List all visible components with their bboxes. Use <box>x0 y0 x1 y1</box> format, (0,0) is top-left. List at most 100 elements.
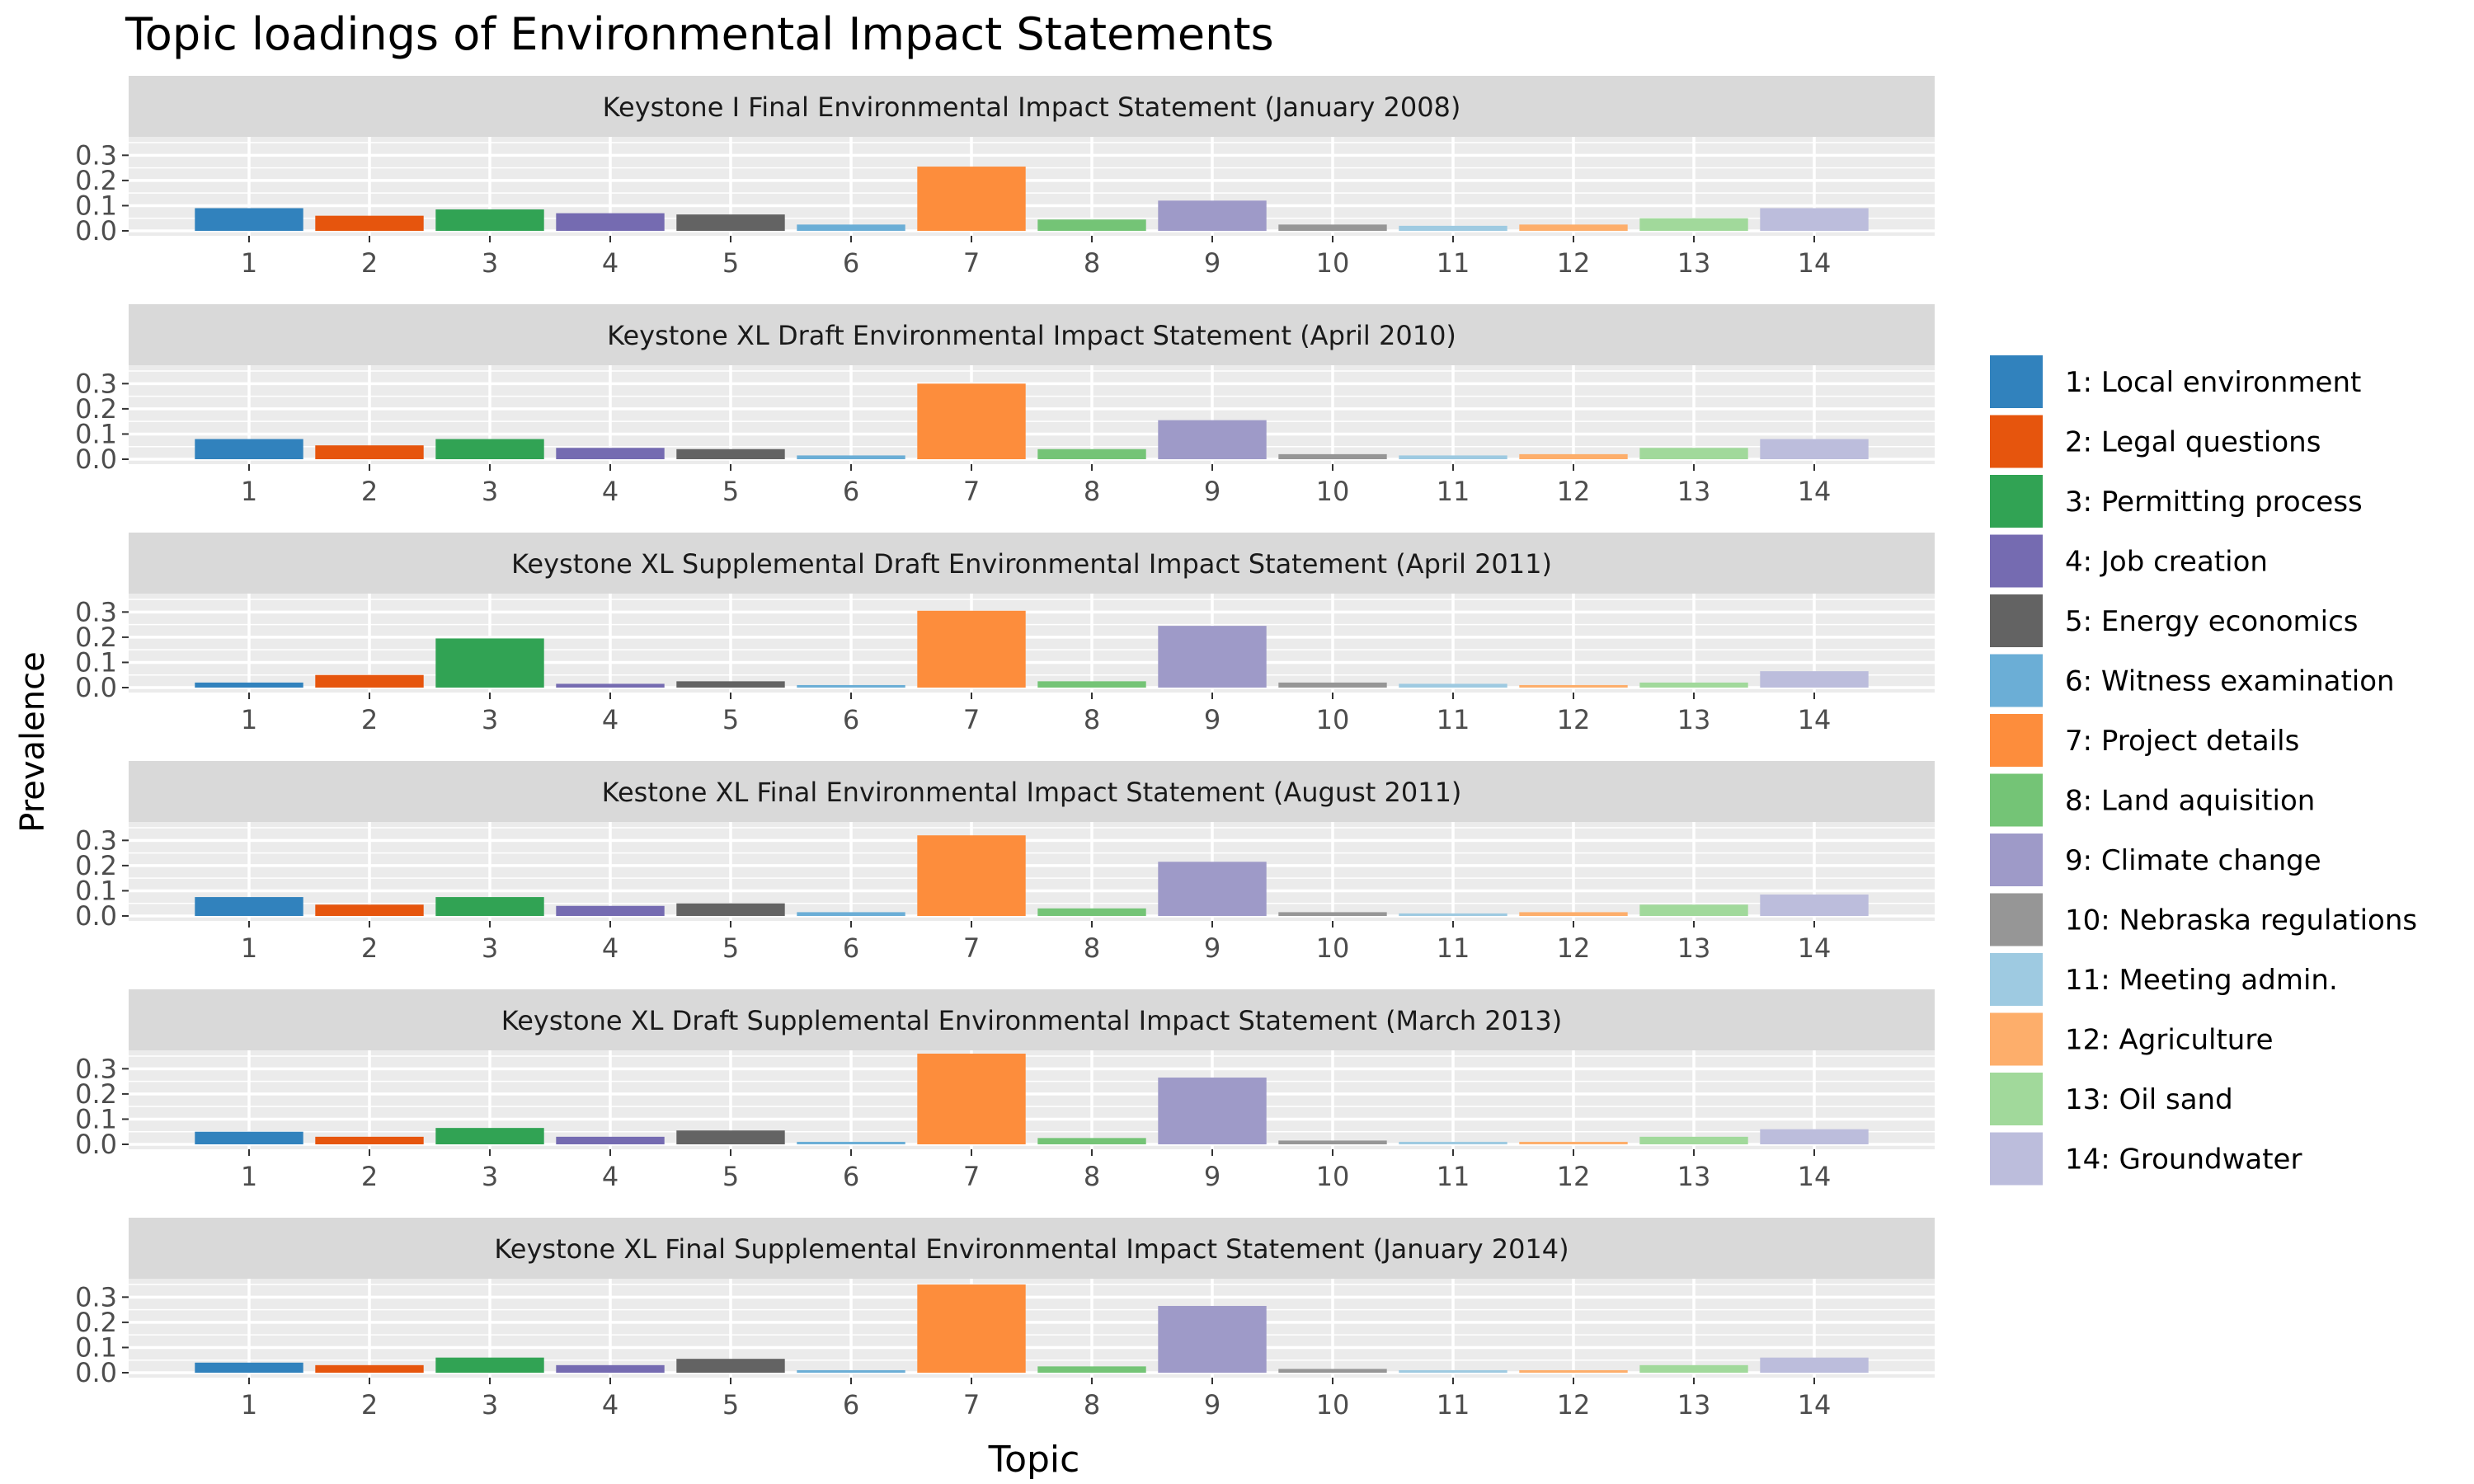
bar <box>435 1128 544 1144</box>
bar <box>1399 683 1507 688</box>
x-tick-label: 13 <box>1677 247 1711 279</box>
facet-strip-title: Keystone XL Supplemental Draft Environme… <box>511 548 1552 580</box>
y-tick-label: 0.3 <box>75 139 117 171</box>
bar <box>1399 1141 1507 1144</box>
x-tick-label: 5 <box>722 476 739 507</box>
y-tick-label: 0.0 <box>75 444 117 475</box>
legend-key <box>1988 891 2044 948</box>
bar <box>1760 1357 1869 1373</box>
x-tick-label: 4 <box>602 247 618 279</box>
x-tick-label: 10 <box>1316 932 1350 964</box>
y-tick-label: 0.3 <box>75 824 117 856</box>
x-tick-label: 4 <box>602 704 618 735</box>
x-tick-label: 14 <box>1798 1389 1832 1421</box>
bar <box>1760 671 1869 688</box>
x-tick-label: 9 <box>1204 1161 1221 1192</box>
bar <box>676 448 785 459</box>
legend-key <box>1988 1071 2044 1127</box>
x-tick-label: 3 <box>482 1389 498 1421</box>
x-tick-label: 10 <box>1316 476 1350 507</box>
bar <box>556 448 665 459</box>
x-tick-label: 12 <box>1557 476 1591 507</box>
facet-strip <box>129 989 1935 1050</box>
bar <box>1158 1078 1267 1144</box>
y-tick-label: 0.2 <box>75 622 117 653</box>
x-tick-label: 14 <box>1798 704 1832 735</box>
x-tick-label: 12 <box>1557 704 1591 735</box>
y-tick-label: 0.0 <box>75 672 117 703</box>
x-tick-label: 1 <box>241 704 257 735</box>
legend-key <box>1988 593 2044 649</box>
bar <box>556 1364 665 1373</box>
x-tick-label: 12 <box>1557 247 1591 279</box>
x-tick-label: 2 <box>361 932 378 964</box>
legend-label: 4: Job creation <box>2065 546 2268 579</box>
x-axis-label: Topic <box>988 1439 1080 1481</box>
bar <box>1639 1364 1748 1373</box>
x-tick-label: 6 <box>843 1389 859 1421</box>
x-tick-label: 2 <box>361 1389 378 1421</box>
bar <box>1158 420 1267 459</box>
bar <box>435 1357 544 1373</box>
x-tick-label: 1 <box>241 476 257 507</box>
x-tick-label: 11 <box>1437 1161 1470 1192</box>
bar <box>1037 681 1146 688</box>
y-tick-label: 0.2 <box>75 393 117 425</box>
bar <box>917 383 1026 459</box>
legend-label: 14: Groundwater <box>2065 1144 2302 1176</box>
y-tick-label: 0.1 <box>75 875 117 906</box>
bar <box>1037 908 1146 916</box>
x-tick-label: 3 <box>482 476 498 507</box>
bar <box>1037 219 1146 231</box>
y-tick-label: 0.3 <box>75 1281 117 1313</box>
bar <box>556 683 665 688</box>
legend-label: 3: Permitting process <box>2065 486 2363 519</box>
x-tick-label: 8 <box>1084 247 1100 279</box>
bar <box>1037 1138 1146 1144</box>
bar <box>676 681 785 688</box>
facet-strip <box>129 1218 1935 1279</box>
x-tick-label: 10 <box>1316 247 1350 279</box>
bar <box>1519 224 1628 231</box>
legend-label: 12: Agriculture <box>2065 1024 2274 1057</box>
x-tick-label: 1 <box>241 1161 257 1192</box>
legend-key <box>1988 951 2044 1007</box>
x-tick-label: 9 <box>1204 704 1221 735</box>
facet-strip <box>129 533 1935 594</box>
x-tick-label: 8 <box>1084 1389 1100 1421</box>
facet-strip-title: Keystone XL Final Supplemental Environme… <box>494 1233 1569 1265</box>
panel-background <box>129 137 1935 236</box>
bar <box>1519 912 1628 916</box>
bar <box>315 215 424 231</box>
bar <box>1639 448 1748 459</box>
legend-key <box>1988 1011 2044 1068</box>
x-tick-label: 14 <box>1798 476 1832 507</box>
legend-label: 13: Oil sand <box>2065 1083 2233 1116</box>
bar <box>435 209 544 231</box>
x-tick-label: 2 <box>361 247 378 279</box>
x-tick-label: 4 <box>602 1161 618 1192</box>
bar <box>195 208 303 231</box>
bar <box>676 1130 785 1144</box>
bar <box>1639 1136 1748 1144</box>
x-tick-label: 4 <box>602 476 618 507</box>
bar <box>1399 455 1507 459</box>
bar <box>315 1136 424 1144</box>
x-tick-label: 6 <box>843 476 859 507</box>
bar <box>1158 626 1267 688</box>
bar <box>1278 453 1387 459</box>
x-tick-label: 12 <box>1557 932 1591 964</box>
x-tick-label: 11 <box>1437 247 1470 279</box>
x-tick-label: 9 <box>1204 932 1221 964</box>
x-tick-label: 8 <box>1084 1161 1100 1192</box>
bar <box>195 1362 303 1373</box>
facet-strip-title: Keystone XL Draft Supplemental Environme… <box>501 1005 1562 1036</box>
bar <box>1399 913 1507 916</box>
x-tick-label: 2 <box>361 1161 378 1192</box>
legend-key <box>1988 652 2044 709</box>
bar <box>195 897 303 916</box>
bar <box>1760 895 1869 916</box>
bar <box>917 1284 1026 1373</box>
bar <box>1158 862 1267 916</box>
